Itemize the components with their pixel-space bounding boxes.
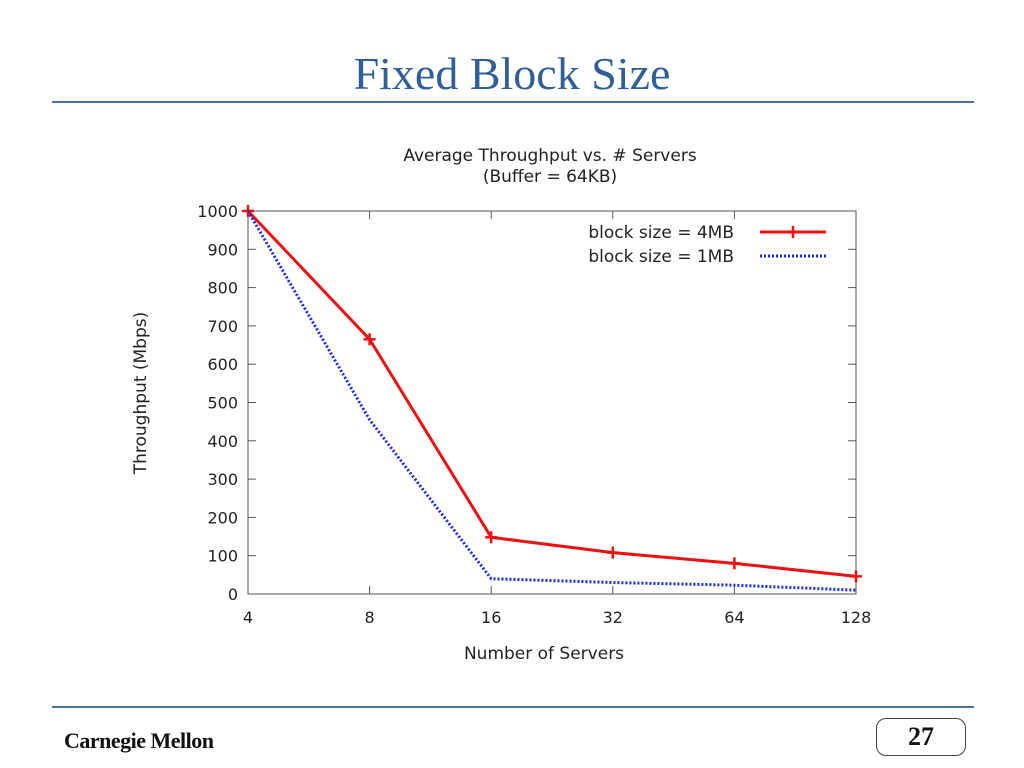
legend: block size = 4MB block size = 1MB xyxy=(588,223,826,267)
x-tick-label: 32 xyxy=(603,608,623,627)
x-tick-label: 16 xyxy=(481,608,501,627)
series-line-1mb xyxy=(246,210,857,592)
y-axis: 0 100 200 300 400 500 600 700 800 900 1000 xyxy=(197,202,856,604)
y-tick-label: 500 xyxy=(207,394,238,413)
y-tick-label: 0 xyxy=(228,585,238,604)
y-tick-label: 400 xyxy=(207,432,238,451)
x-tick-label: 128 xyxy=(841,608,872,627)
y-axis-label: Throughput (Mbps) xyxy=(131,312,151,476)
series-point-4mb xyxy=(606,546,619,559)
y-tick-label: 100 xyxy=(207,547,238,566)
y-tick-label: 700 xyxy=(207,317,238,336)
title-divider xyxy=(52,101,974,103)
series-line-4mb xyxy=(246,209,857,578)
x-axis: 4 8 16 32 64 128 xyxy=(243,211,871,627)
page-number: 27 xyxy=(876,718,966,756)
x-tick-label: 4 xyxy=(243,608,253,627)
y-tick-label: 200 xyxy=(207,508,238,527)
y-tick-label: 900 xyxy=(207,240,238,259)
y-tick-label: 1000 xyxy=(197,202,238,221)
x-tick-label: 8 xyxy=(365,608,375,627)
series-point-4mb xyxy=(728,557,741,570)
footer-brand: Carnegie Mellon xyxy=(64,728,214,753)
slide-title: Fixed Block Size xyxy=(353,48,671,99)
x-axis-label: Number of Servers xyxy=(464,644,624,664)
footer-divider xyxy=(52,706,974,708)
plot-frame xyxy=(247,210,857,595)
y-tick-label: 800 xyxy=(207,279,238,298)
throughput-chart: Average Throughput vs. # Servers (Buffer… xyxy=(131,146,871,664)
chart-subtitle: (Buffer = 64KB) xyxy=(483,167,617,187)
series-point-4mb xyxy=(485,531,498,544)
legend-label-4mb: block size = 4MB xyxy=(588,223,734,243)
y-tick-label: 300 xyxy=(207,470,238,489)
series-point-4mb xyxy=(850,570,862,583)
chart-title: Average Throughput vs. # Servers xyxy=(403,146,696,166)
x-tick-label: 64 xyxy=(724,608,744,627)
series-layer xyxy=(242,205,862,592)
y-tick-label: 600 xyxy=(207,355,238,374)
legend-label-1mb: block size = 1MB xyxy=(588,247,734,267)
series-point-4mb xyxy=(363,333,376,346)
